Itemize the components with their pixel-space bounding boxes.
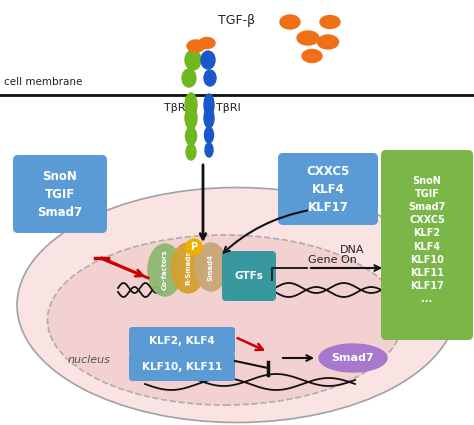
Text: TβRII: TβRII: [164, 103, 192, 113]
Ellipse shape: [319, 344, 387, 372]
Text: Smad7: Smad7: [332, 353, 374, 363]
Text: SnoN
TGIF
Smad7
CXXC5
KLF2
KLF4
KLF10
KLF11
KLF17
...: SnoN TGIF Smad7 CXXC5 KLF2 KLF4 KLF10 KL…: [408, 176, 446, 304]
Ellipse shape: [187, 40, 205, 52]
Ellipse shape: [185, 107, 197, 129]
Ellipse shape: [201, 51, 215, 69]
Ellipse shape: [302, 49, 322, 62]
Ellipse shape: [318, 35, 338, 49]
Text: R-Smads: R-Smads: [185, 251, 191, 285]
Text: CXXC5
KLF4
KLF17: CXXC5 KLF4 KLF17: [306, 164, 350, 213]
FancyBboxPatch shape: [129, 353, 235, 381]
Text: nucleus: nucleus: [68, 355, 111, 365]
Text: TβRI: TβRI: [216, 103, 240, 113]
Ellipse shape: [280, 15, 300, 29]
Ellipse shape: [204, 94, 214, 116]
Ellipse shape: [195, 243, 227, 291]
FancyBboxPatch shape: [222, 251, 276, 301]
Ellipse shape: [17, 187, 457, 422]
Ellipse shape: [204, 70, 216, 86]
Ellipse shape: [185, 50, 201, 70]
Ellipse shape: [297, 31, 319, 45]
Ellipse shape: [204, 127, 213, 143]
Text: P: P: [191, 242, 198, 252]
FancyBboxPatch shape: [278, 153, 378, 225]
FancyBboxPatch shape: [13, 155, 107, 233]
FancyBboxPatch shape: [129, 327, 235, 355]
Ellipse shape: [320, 15, 340, 28]
Text: Co-factors: Co-factors: [162, 250, 168, 290]
Ellipse shape: [204, 108, 214, 128]
Ellipse shape: [182, 69, 196, 87]
Text: KLF2, KLF4: KLF2, KLF4: [149, 336, 215, 346]
Ellipse shape: [205, 143, 213, 157]
Text: GTFs: GTFs: [235, 271, 264, 281]
Text: DNA: DNA: [340, 245, 364, 255]
Text: Gene On: Gene On: [308, 255, 357, 265]
FancyBboxPatch shape: [381, 150, 473, 340]
Text: KLF10, KLF11: KLF10, KLF11: [142, 362, 222, 372]
Ellipse shape: [186, 239, 202, 255]
Text: Smad4: Smad4: [208, 253, 214, 280]
Text: cell membrane: cell membrane: [4, 77, 82, 87]
Ellipse shape: [199, 37, 215, 48]
Ellipse shape: [186, 144, 196, 160]
Ellipse shape: [47, 235, 402, 405]
Ellipse shape: [185, 127, 197, 145]
Text: SnoN
TGIF
Smad7: SnoN TGIF Smad7: [37, 170, 82, 218]
Ellipse shape: [171, 243, 205, 293]
Ellipse shape: [148, 244, 182, 296]
Text: TGF-β: TGF-β: [219, 14, 255, 27]
Ellipse shape: [185, 93, 197, 117]
